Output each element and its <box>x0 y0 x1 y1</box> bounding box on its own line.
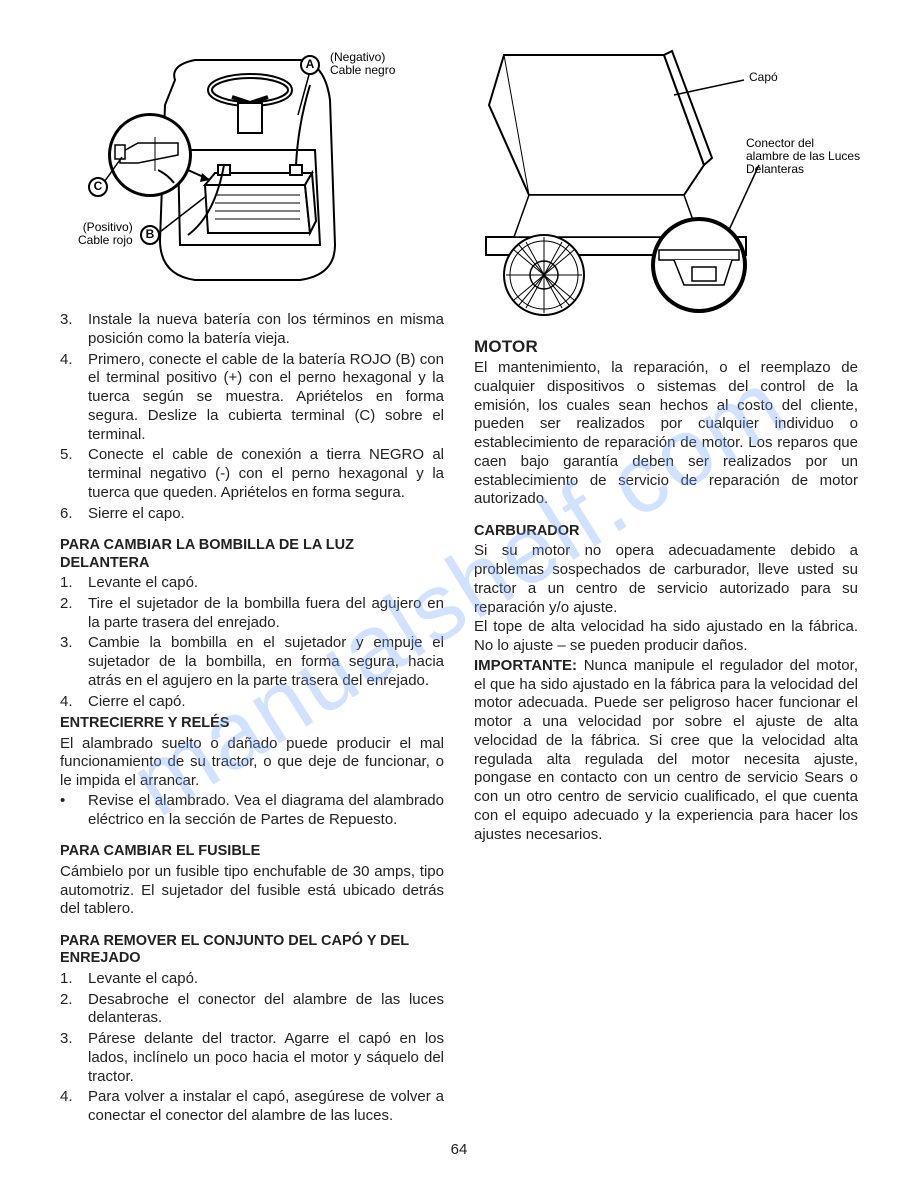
step-num: 2. <box>60 991 78 1029</box>
callout-c: C <box>88 177 108 197</box>
bullet-marker: • <box>60 792 78 830</box>
step-text: Instale la nueva batería con los término… <box>88 311 444 349</box>
callout-b: B <box>140 225 160 245</box>
bombilla-steps: 1. Levante el capó. 2. Tire el sujetador d… <box>60 574 444 711</box>
step-num: 1. <box>60 574 78 593</box>
para-motor: El mantenimiento, la reparación, o el re… <box>474 359 858 509</box>
heading-motor: MOTOR <box>474 337 858 357</box>
bullet-text: Revise el alambrado. Vea el diagrama del… <box>88 792 444 830</box>
heading-bombilla: PARA CAMBIAR LA BOMBILLA DE LA LUZ DELAN… <box>60 537 444 572</box>
importante-label: IMPORTANTE: <box>474 657 577 674</box>
step-num: 3. <box>60 634 78 690</box>
para-carb-1: Si su motor no opera adecuadamente debid… <box>474 542 858 617</box>
entrecierre-bullets: • Revise el alambrado. Vea el diagrama de… <box>60 792 444 830</box>
para-carb-2: El tope de alta velocidad ha sido ajusta… <box>474 618 858 656</box>
figure-battery: A (Negativo) Cable negro B (Positivo) Ca… <box>60 45 444 305</box>
step-text: Para volver a instalar el capó, asegúres… <box>88 1088 444 1126</box>
step-text: Levante el capó. <box>88 574 444 593</box>
step-text: Conecte el cable de conexión a tierra NE… <box>88 446 444 502</box>
step-text: Sierre el capo. <box>88 505 444 524</box>
right-column: Capó Conector del alambre de las Luces D… <box>474 45 858 1105</box>
step-num: 4. <box>60 1088 78 1126</box>
battery-svg <box>60 45 400 300</box>
step-text: Párese delante del tractor. Agarre el ca… <box>88 1030 444 1086</box>
heading-entrecierre: ENTRECIERRE Y RELÉS <box>60 715 444 732</box>
page-number: 64 <box>0 1141 918 1158</box>
figure-hood: Capó Conector del alambre de las Luces D… <box>474 45 858 325</box>
label-positive: (Positivo) Cable rojo <box>78 221 133 247</box>
step-text: Levante el capó. <box>88 970 444 989</box>
label-negative: (Negativo) Cable negro <box>330 51 395 77</box>
step-text: Cambie la bombilla en el sujetador y emp… <box>88 634 444 690</box>
callout-a: A <box>300 55 320 75</box>
step-text: Cierre el capó. <box>88 693 444 712</box>
capo-steps: 1. Levante el capó. 2. Desabroche el conec… <box>60 970 444 1126</box>
importante-text: Nunca manipule el regulador del motor, e… <box>474 657 858 843</box>
step-text: Tire el sujetador de la bombilla fuera d… <box>88 595 444 633</box>
step-text: Desabroche el conector del alambre de la… <box>88 991 444 1029</box>
step-num: 1. <box>60 970 78 989</box>
step-num: 3. <box>60 1030 78 1086</box>
label-conector: Conector del alambre de las Luces Delant… <box>746 137 860 177</box>
label-capo: Capó <box>749 71 778 84</box>
para-entrecierre: El alambrado suelto o dañado puede produ… <box>60 735 444 791</box>
hood-svg <box>474 45 864 325</box>
para-carb-3: IMPORTANTE: Nunca manipule el regulador … <box>474 657 858 845</box>
step-num: 2. <box>60 595 78 633</box>
heading-carburador: CARBURADOR <box>474 523 858 540</box>
step-num: 4. <box>60 693 78 712</box>
step-num: 5. <box>60 446 78 502</box>
para-fusible: Cámbielo por un fusible tipo enchufable … <box>60 863 444 919</box>
heading-fusible: PARA CAMBIAR EL FUSIBLE <box>60 843 444 860</box>
left-column: A (Negativo) Cable negro B (Positivo) Ca… <box>60 45 444 1105</box>
step-num: 3. <box>60 311 78 349</box>
step-num: 6. <box>60 505 78 524</box>
heading-capo: PARA REMOVER EL CONJUNTO DEL CAPÓ Y DEL … <box>60 933 444 968</box>
page-columns: A (Negativo) Cable negro B (Positivo) Ca… <box>60 45 858 1105</box>
battery-steps: 3. Instale la nueva batería con los térmi… <box>60 311 444 523</box>
step-num: 4. <box>60 351 78 445</box>
step-text: Primero, conecte el cable de la batería … <box>88 351 444 445</box>
